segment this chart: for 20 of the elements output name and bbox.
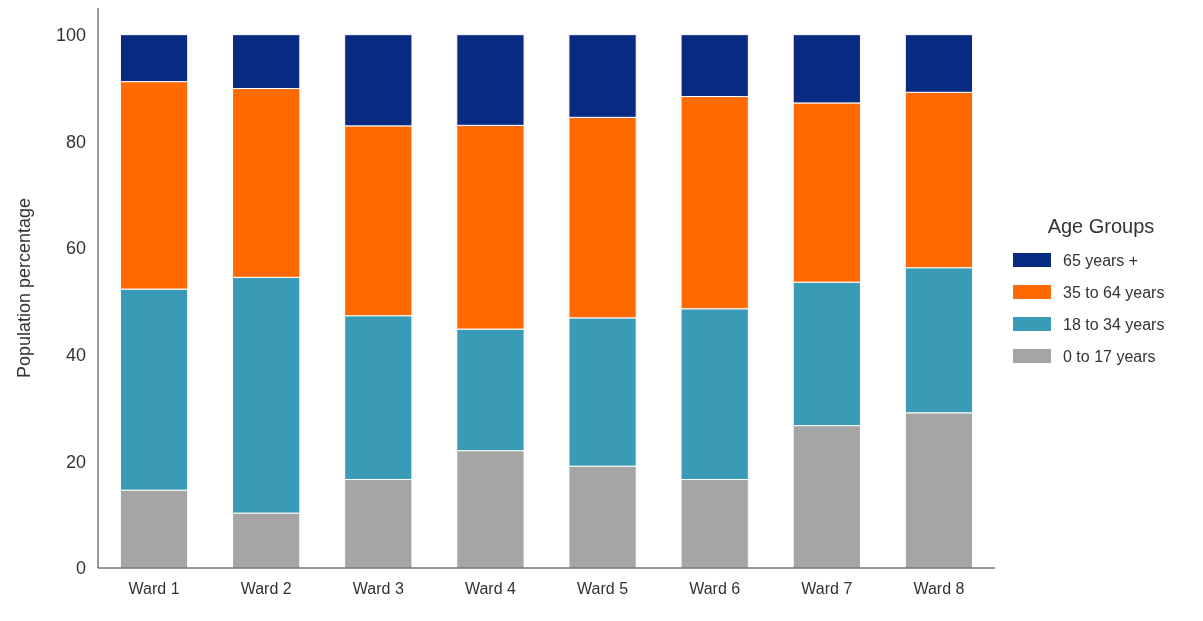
y-tick-label: 40 <box>65 344 86 365</box>
legend-title: Age Groups <box>1047 215 1155 237</box>
x-tick-label: Ward 5 <box>577 580 629 597</box>
y-axis-title: Population percentage <box>14 197 34 379</box>
x-tick-label: Ward 1 <box>128 580 180 597</box>
x-tick-label: Ward 2 <box>240 580 292 597</box>
y-tick-label: 60 <box>65 238 86 259</box>
x-tick-label: Ward 6 <box>689 580 741 597</box>
legend-label: 35 to 64 years <box>1063 283 1165 301</box>
legend-label: 18 to 34 years <box>1063 315 1165 333</box>
x-tick-label: Ward 8 <box>913 580 965 597</box>
x-tick-label: Ward 4 <box>464 580 517 597</box>
y-tick-label: 80 <box>65 131 86 152</box>
legend-label: 0 to 17 years <box>1063 347 1156 365</box>
legend-label: 65 years + <box>1063 251 1139 269</box>
y-tick-label: 0 <box>75 558 86 579</box>
x-tick-label: Ward 3 <box>352 580 404 597</box>
x-tick-label: Ward 7 <box>801 580 853 597</box>
y-tick-label: 100 <box>55 24 86 45</box>
y-tick-label: 20 <box>65 451 86 472</box>
